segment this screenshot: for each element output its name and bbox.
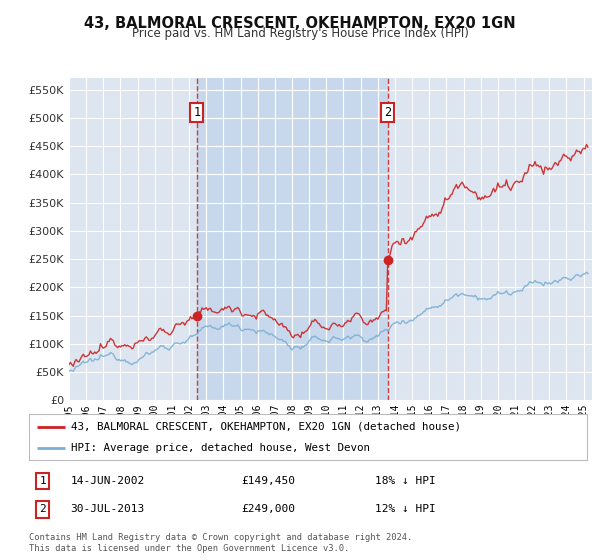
- Text: £249,000: £249,000: [241, 505, 295, 515]
- Text: 1: 1: [193, 106, 200, 119]
- Text: 43, BALMORAL CRESCENT, OKEHAMPTON, EX20 1GN: 43, BALMORAL CRESCENT, OKEHAMPTON, EX20 …: [84, 16, 516, 31]
- Text: Contains HM Land Registry data © Crown copyright and database right 2024.
This d: Contains HM Land Registry data © Crown c…: [29, 533, 412, 553]
- Text: 14-JUN-2002: 14-JUN-2002: [71, 476, 145, 486]
- Text: £149,450: £149,450: [241, 476, 295, 486]
- Text: 30-JUL-2013: 30-JUL-2013: [71, 505, 145, 515]
- Bar: [197, 78, 388, 400]
- Text: HPI: Average price, detached house, West Devon: HPI: Average price, detached house, West…: [71, 443, 370, 453]
- Text: 2: 2: [40, 505, 46, 515]
- Text: 18% ↓ HPI: 18% ↓ HPI: [375, 476, 436, 486]
- Text: 43, BALMORAL CRESCENT, OKEHAMPTON, EX20 1GN (detached house): 43, BALMORAL CRESCENT, OKEHAMPTON, EX20 …: [71, 422, 461, 432]
- Text: Price paid vs. HM Land Registry's House Price Index (HPI): Price paid vs. HM Land Registry's House …: [131, 27, 469, 40]
- Text: 1: 1: [40, 476, 46, 486]
- Text: 2: 2: [384, 106, 391, 119]
- Text: 12% ↓ HPI: 12% ↓ HPI: [375, 505, 436, 515]
